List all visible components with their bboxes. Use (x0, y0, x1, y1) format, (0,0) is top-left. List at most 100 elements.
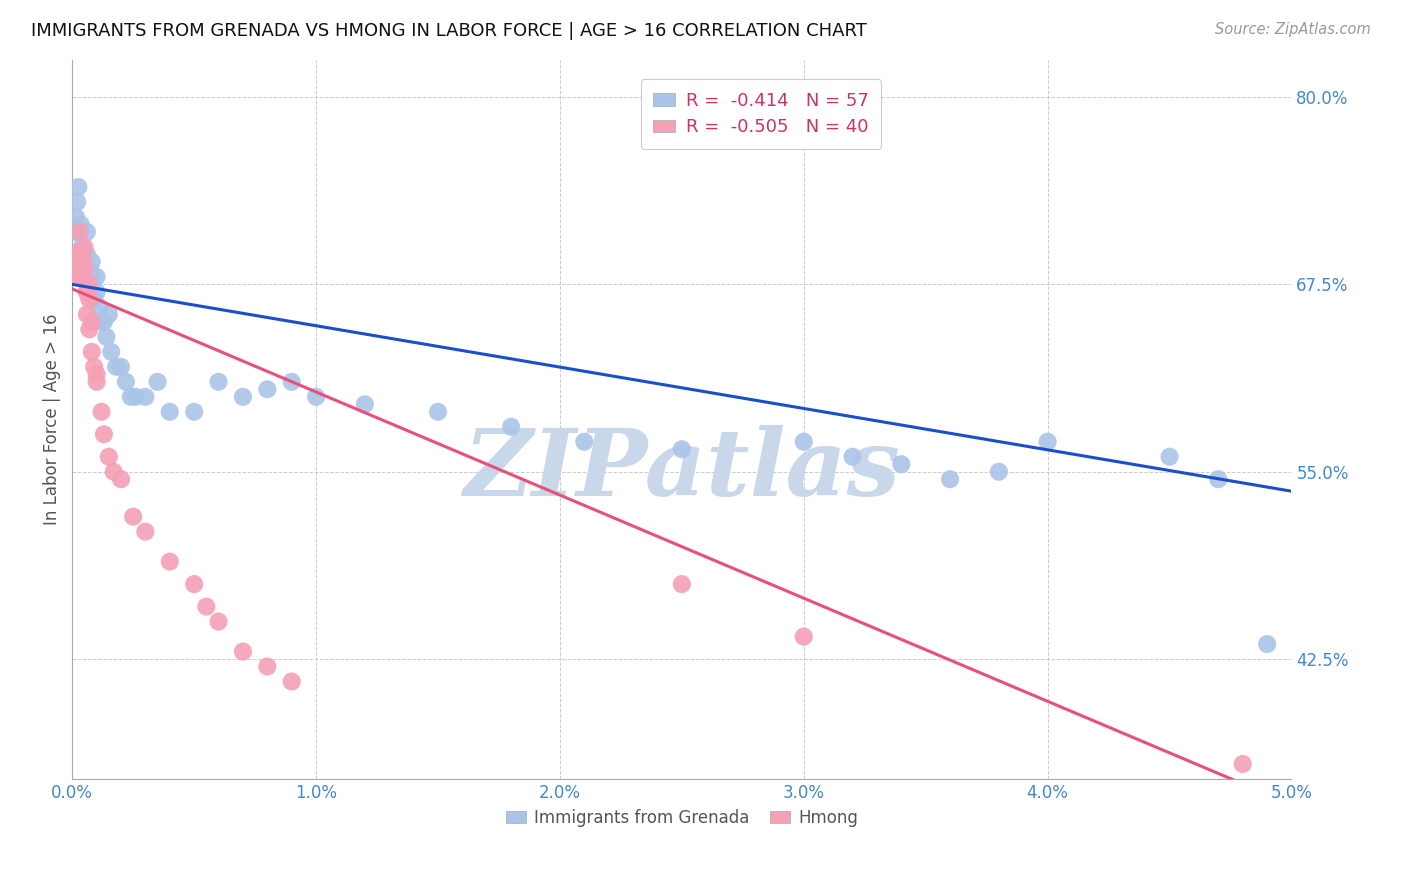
Point (76, 307, 98, 321)
Point (76, 225, 98, 239)
Point (73, 240, 96, 254)
Point (80, 344, 103, 359)
Point (232, 644, 254, 658)
Point (79, 285, 101, 299)
Point (890, 457, 912, 471)
Point (115, 375, 138, 389)
Point (90, 405, 112, 419)
Point (105, 359, 128, 374)
Point (146, 375, 169, 389)
Point (80, 255, 103, 269)
Text: ZIPatlas: ZIPatlas (464, 425, 900, 515)
Point (93, 427, 115, 442)
Point (793, 434, 815, 449)
Point (93, 315, 115, 329)
Point (66, 247, 89, 261)
Text: IMMIGRANTS FROM GRENADA VS HMONG IN LABOR FORCE | AGE > 16 CORRELATION CHART: IMMIGRANTS FROM GRENADA VS HMONG IN LABO… (31, 22, 868, 40)
Point (280, 375, 302, 389)
Point (183, 405, 205, 419)
Point (67, 269, 90, 284)
Point (69, 269, 91, 284)
Point (134, 524, 156, 539)
Point (79, 293, 101, 307)
Point (1159, 450, 1181, 464)
Point (280, 674, 302, 689)
Point (793, 630, 815, 644)
Point (1208, 472, 1230, 486)
Point (83, 293, 105, 307)
Point (207, 615, 229, 629)
Point (66, 194, 89, 209)
Point (67, 180, 90, 194)
Point (63, 225, 86, 239)
Point (79, 262, 101, 277)
Point (86, 368, 108, 382)
Point (72, 262, 94, 277)
Point (97, 307, 120, 321)
Point (501, 419, 523, 434)
Point (65, 210, 87, 224)
Point (70, 240, 93, 254)
Point (1036, 434, 1059, 449)
Point (110, 359, 132, 374)
Point (70, 255, 93, 269)
Point (1256, 637, 1278, 651)
Point (124, 390, 146, 404)
Point (97, 450, 120, 464)
Point (76, 247, 98, 261)
Point (86, 375, 108, 389)
Point (110, 472, 132, 486)
Point (574, 434, 596, 449)
Point (63, 247, 86, 261)
Point (671, 577, 693, 591)
Point (76, 285, 98, 299)
Point (1232, 756, 1254, 771)
Point (183, 577, 205, 591)
Point (256, 382, 278, 396)
Point (69, 218, 91, 232)
Point (62, 247, 84, 261)
Point (79, 277, 101, 292)
Point (305, 390, 328, 404)
Point (427, 405, 450, 419)
Point (159, 555, 181, 569)
Point (159, 405, 181, 419)
Point (100, 344, 122, 359)
Point (90, 315, 112, 329)
Point (69, 247, 91, 261)
Point (939, 472, 962, 486)
Point (73, 247, 96, 261)
Point (69, 225, 91, 239)
Point (134, 390, 156, 404)
Point (72, 255, 94, 269)
Point (69, 269, 91, 284)
Point (671, 442, 693, 457)
Point (256, 659, 278, 673)
Text: Source: ZipAtlas.com: Source: ZipAtlas.com (1215, 22, 1371, 37)
Point (86, 269, 108, 284)
Point (73, 269, 96, 284)
Point (70, 269, 93, 284)
Point (103, 465, 125, 479)
Point (987, 465, 1010, 479)
Point (70, 247, 93, 261)
Point (69, 247, 91, 261)
Point (80, 269, 103, 284)
Point (122, 509, 145, 524)
Point (195, 599, 218, 614)
Point (63, 247, 86, 261)
Point (87, 300, 110, 314)
Point (65, 262, 87, 277)
Point (120, 390, 142, 404)
Point (353, 397, 375, 411)
Point (207, 375, 229, 389)
Point (76, 285, 98, 299)
Point (83, 359, 105, 374)
Point (79, 322, 101, 336)
Point (80, 315, 103, 329)
Point (86, 285, 108, 299)
Y-axis label: In Labor Force | Age > 16: In Labor Force | Age > 16 (44, 313, 60, 525)
Point (841, 450, 863, 464)
Point (96, 330, 118, 344)
Point (232, 390, 254, 404)
